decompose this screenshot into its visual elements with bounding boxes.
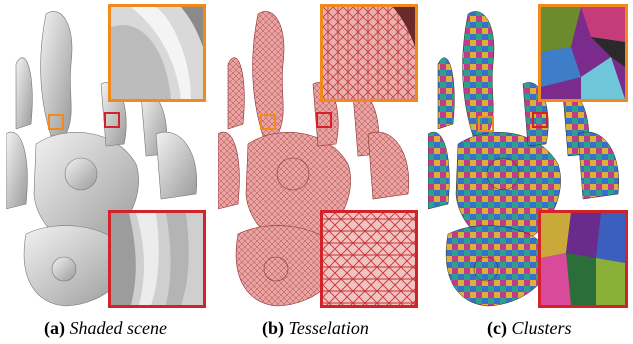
caption-label: Tesselation (288, 318, 369, 338)
panel-shaded-scene (6, 4, 206, 310)
red-region-marker (532, 112, 548, 128)
red-region-marker (104, 112, 120, 128)
shaded-scene-render (6, 11, 198, 307)
orange-region-marker (48, 114, 64, 130)
bottom-zoom-inset (108, 210, 206, 308)
bottom-zoom-inset (320, 210, 418, 308)
top-zoom-inset (320, 4, 418, 102)
orange-region-marker (478, 116, 494, 132)
caption-label: Shaded scene (69, 318, 167, 338)
caption-label: Clusters (511, 318, 572, 338)
panel-clusters (428, 4, 628, 310)
panel-tesselation (218, 4, 418, 310)
caption-tag: (b) (262, 318, 284, 338)
bottom-zoom-inset (538, 210, 628, 308)
caption-a: (a) Shaded scene (44, 318, 167, 339)
top-zoom-inset (108, 4, 206, 102)
red-region-marker (316, 112, 332, 128)
clusters-render (428, 11, 620, 307)
caption-tag: (c) (487, 318, 507, 338)
caption-tag: (a) (44, 318, 65, 338)
caption-b: (b) Tesselation (262, 318, 369, 339)
caption-c: (c) Clusters (487, 318, 572, 339)
orange-region-marker (260, 114, 276, 130)
top-zoom-inset (538, 4, 628, 102)
